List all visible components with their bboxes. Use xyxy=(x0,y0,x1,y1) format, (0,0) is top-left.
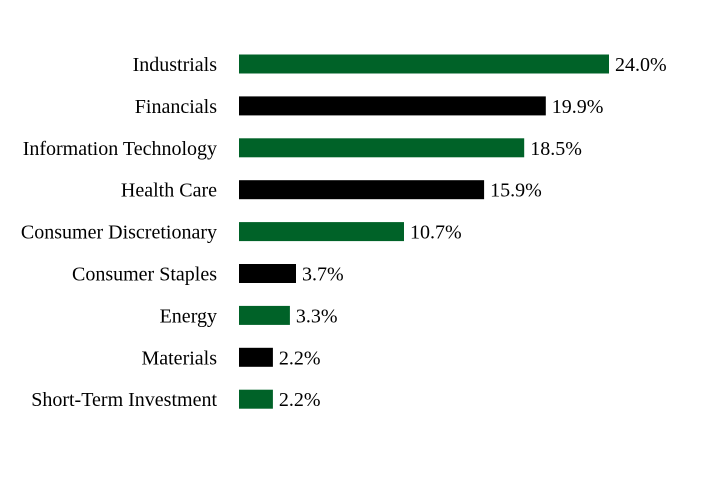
category-label-industrials: Industrials xyxy=(133,54,218,76)
value-label-materials: 2.2% xyxy=(279,347,321,369)
bar-energy xyxy=(239,305,290,325)
category-label-health-care: Health Care xyxy=(121,180,217,202)
bar-industrials xyxy=(239,54,609,74)
value-labels-group: 24.0% 19.9% 18.5% 15.9% 10.7% 3.7% 3.3% 2.2% 2.2… xyxy=(279,54,667,411)
category-label-information-technology: Information Technology xyxy=(23,138,217,160)
value-label-consumer-staples: 3.7% xyxy=(302,264,344,286)
bar-health-care xyxy=(239,180,485,200)
category-label-materials: Materials xyxy=(141,347,217,369)
value-label-health-care: 15.9% xyxy=(490,180,542,202)
value-label-financials: 19.9% xyxy=(552,96,604,118)
bar-information-technology xyxy=(239,138,525,158)
value-label-information-technology: 18.5% xyxy=(530,138,582,160)
category-label-energy: Energy xyxy=(160,305,217,327)
value-label-energy: 3.3% xyxy=(296,305,338,327)
bar-financials xyxy=(239,96,546,116)
bar-consumer-discretionary xyxy=(239,222,404,242)
category-label-financials: Financials xyxy=(135,96,217,118)
bar-consumer-staples xyxy=(239,264,296,283)
value-label-short-term-investment: 2.2% xyxy=(279,389,321,411)
bar-materials xyxy=(239,347,273,367)
category-labels-group: Industrials Financials Information Technol… xyxy=(21,54,218,411)
value-label-consumer-discretionary: 10.7% xyxy=(410,222,462,244)
bar-short-term-investment xyxy=(239,389,273,409)
value-label-industrials: 24.0% xyxy=(615,54,667,76)
category-label-short-term-investment: Short-Term Investment xyxy=(31,389,217,411)
bars-group xyxy=(239,54,609,409)
category-label-consumer-discretionary: Consumer Discretionary xyxy=(21,222,217,244)
category-label-consumer-staples: Consumer Staples xyxy=(72,264,217,286)
